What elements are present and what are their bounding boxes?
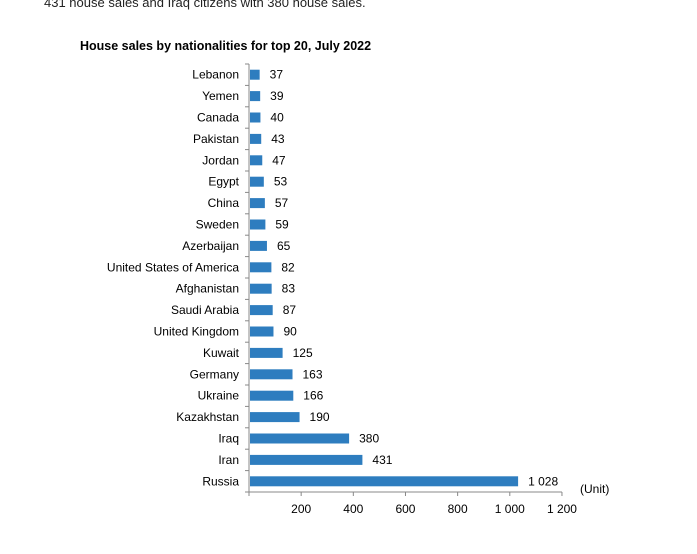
x-tick-label: 400 xyxy=(343,502,363,516)
value-label: 47 xyxy=(272,153,286,167)
bar xyxy=(250,69,260,80)
bar xyxy=(250,219,266,230)
bar xyxy=(250,369,293,380)
category-label: Egypt xyxy=(208,175,239,189)
category-label: United States of America xyxy=(107,260,239,274)
bar xyxy=(250,433,350,444)
category-label: Ukraine xyxy=(198,389,240,403)
category-label: Azerbaijan xyxy=(182,239,239,253)
chart-title: House sales by nationalities for top 20,… xyxy=(80,39,371,53)
value-label: 83 xyxy=(282,282,296,296)
category-label: Yemen xyxy=(202,89,239,103)
bar xyxy=(250,133,262,144)
value-label: 39 xyxy=(270,89,284,103)
category-label: Iraq xyxy=(218,432,239,446)
bar xyxy=(250,198,265,209)
bar xyxy=(250,305,273,316)
category-label: Jordan xyxy=(202,153,239,167)
category-label: Canada xyxy=(197,111,239,125)
value-label: 1 028 xyxy=(528,474,558,488)
value-label: 380 xyxy=(359,432,379,446)
value-label: 163 xyxy=(303,367,323,381)
x-tick-label: 600 xyxy=(395,502,415,516)
category-label: China xyxy=(208,196,240,210)
bar xyxy=(250,240,267,251)
category-label: Germany xyxy=(190,367,239,381)
category-label: Afghanistan xyxy=(176,282,239,296)
bar xyxy=(250,176,264,187)
category-label: Kuwait xyxy=(203,346,240,360)
value-label: 125 xyxy=(293,346,313,360)
bar xyxy=(250,454,363,465)
x-tick-label: 1 200 xyxy=(547,502,577,516)
category-label: Russia xyxy=(202,474,239,488)
value-label: 37 xyxy=(270,68,284,82)
value-label: 65 xyxy=(277,239,291,253)
bar xyxy=(250,155,263,166)
bar xyxy=(250,476,519,487)
value-label: 57 xyxy=(275,196,289,210)
value-label: 166 xyxy=(303,389,323,403)
bar xyxy=(250,326,274,337)
value-label: 43 xyxy=(271,132,285,146)
value-label: 59 xyxy=(275,218,289,232)
x-tick-label: 200 xyxy=(291,502,311,516)
bar xyxy=(250,347,283,358)
category-label: Sweden xyxy=(196,218,239,232)
value-label: 190 xyxy=(310,410,330,424)
category-label: Iran xyxy=(218,453,239,467)
bar xyxy=(250,283,272,294)
bar xyxy=(250,390,294,401)
category-label: Pakistan xyxy=(193,132,239,146)
bar xyxy=(250,412,300,423)
category-label: Kazakhstan xyxy=(176,410,239,424)
x-tick-label: 800 xyxy=(448,502,468,516)
value-label: 431 xyxy=(372,453,392,467)
value-label: 87 xyxy=(283,303,297,317)
bar xyxy=(250,112,261,123)
value-label: 82 xyxy=(281,260,295,274)
unit-label: (Unit) xyxy=(580,482,609,496)
category-label: Lebanon xyxy=(192,68,239,82)
x-tick-label: 1 000 xyxy=(495,502,525,516)
bar xyxy=(250,91,261,102)
value-label: 53 xyxy=(274,175,288,189)
category-label: United Kingdom xyxy=(154,325,239,339)
value-label: 90 xyxy=(283,325,297,339)
bar xyxy=(250,262,272,273)
intro-text: 431 house sales and Iraq citizens with 3… xyxy=(44,0,366,10)
category-label: Saudi Arabia xyxy=(171,303,239,317)
value-label: 40 xyxy=(270,111,284,125)
